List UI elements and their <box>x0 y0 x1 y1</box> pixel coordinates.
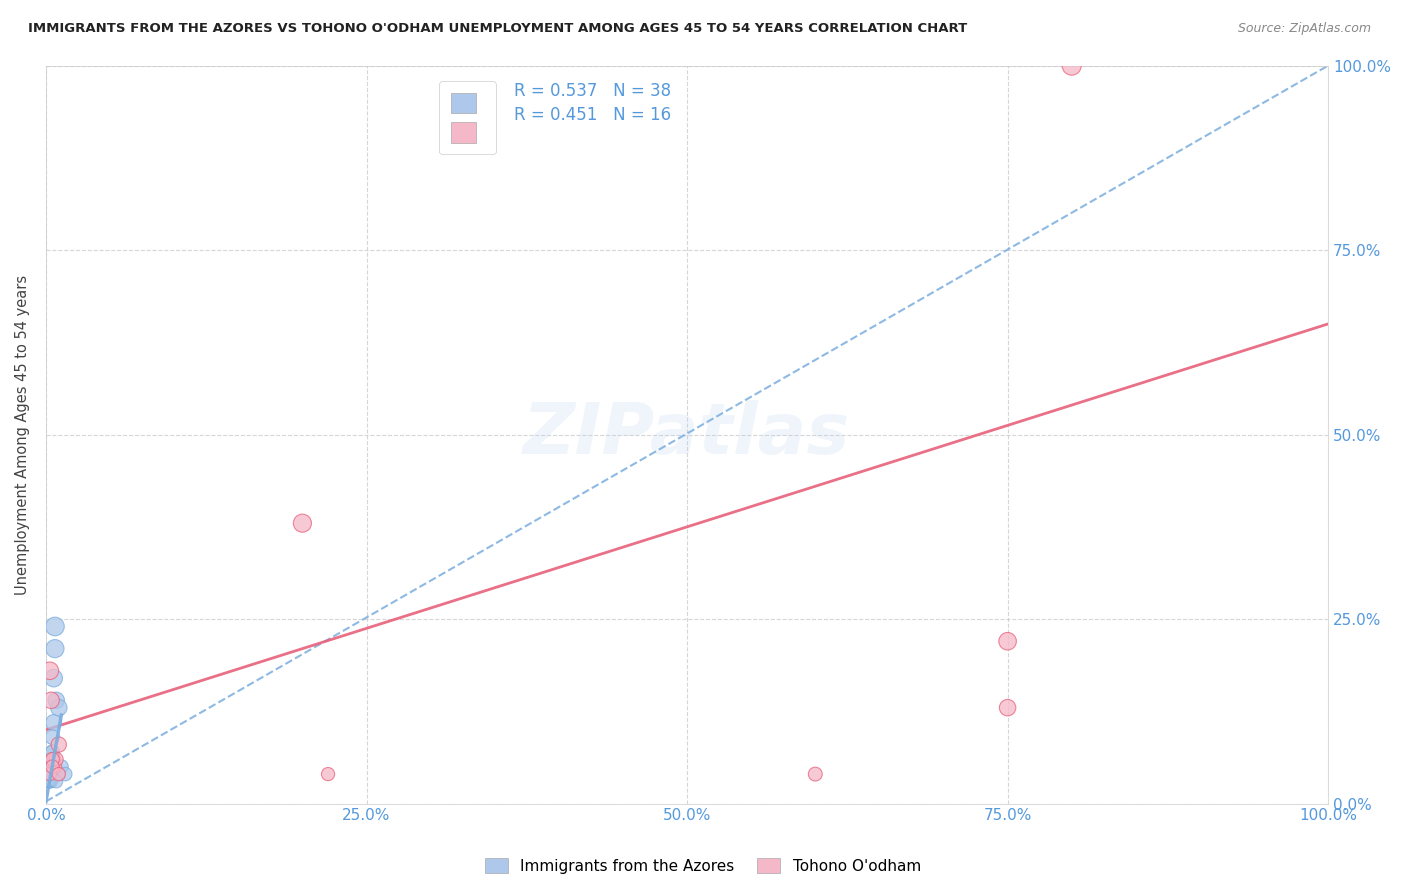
Point <box>41 752 63 766</box>
Point <box>42 752 65 766</box>
Point <box>38 760 60 774</box>
Point <box>44 619 66 633</box>
Point <box>41 760 63 774</box>
Y-axis label: Unemployment Among Ages 45 to 54 years: Unemployment Among Ages 45 to 54 years <box>15 275 30 595</box>
Point <box>41 745 63 759</box>
Point <box>48 700 70 714</box>
Point <box>45 752 67 766</box>
Point <box>48 767 70 781</box>
Point <box>316 767 339 781</box>
Point <box>291 516 314 531</box>
Point <box>39 760 62 774</box>
Point <box>38 767 60 781</box>
Point <box>38 774 60 789</box>
Point <box>44 760 66 774</box>
Point <box>42 715 65 730</box>
Point <box>41 752 63 766</box>
Point <box>39 767 62 781</box>
Point <box>44 641 66 656</box>
Point <box>38 664 60 678</box>
Point <box>38 774 60 789</box>
Point <box>39 774 62 789</box>
Point <box>45 774 67 789</box>
Point <box>997 634 1019 648</box>
Point <box>39 752 62 766</box>
Point <box>38 767 60 781</box>
Legend: , : , <box>439 81 496 154</box>
Point <box>41 760 63 774</box>
Point <box>39 767 62 781</box>
Point <box>997 700 1019 714</box>
Point <box>38 767 60 781</box>
Point <box>39 693 62 707</box>
Point <box>38 774 60 789</box>
Text: R = 0.451   N = 16: R = 0.451 N = 16 <box>515 106 671 124</box>
Point <box>48 767 70 781</box>
Point <box>38 767 60 781</box>
Point <box>38 774 60 789</box>
Text: Source: ZipAtlas.com: Source: ZipAtlas.com <box>1237 22 1371 36</box>
Point <box>38 774 60 789</box>
Point <box>38 774 60 789</box>
Text: ZIPatlas: ZIPatlas <box>523 401 851 469</box>
Point <box>41 730 63 744</box>
Text: IMMIGRANTS FROM THE AZORES VS TOHONO O'ODHAM UNEMPLOYMENT AMONG AGES 45 TO 54 YE: IMMIGRANTS FROM THE AZORES VS TOHONO O'O… <box>28 22 967 36</box>
Point <box>48 738 70 752</box>
Point <box>38 767 60 781</box>
Point <box>45 693 67 707</box>
Legend: Immigrants from the Azores, Tohono O'odham: Immigrants from the Azores, Tohono O'odh… <box>479 852 927 880</box>
Point <box>38 774 60 789</box>
Point <box>38 774 60 789</box>
Text: R = 0.537   N = 38: R = 0.537 N = 38 <box>515 82 671 101</box>
Point <box>39 774 62 789</box>
Point <box>804 767 827 781</box>
Point <box>53 767 76 781</box>
Point <box>41 745 63 759</box>
Point <box>1060 59 1083 73</box>
Point <box>38 774 60 789</box>
Point <box>39 767 62 781</box>
Point <box>42 671 65 685</box>
Point <box>51 760 73 774</box>
Point <box>38 774 60 789</box>
Point <box>38 774 60 789</box>
